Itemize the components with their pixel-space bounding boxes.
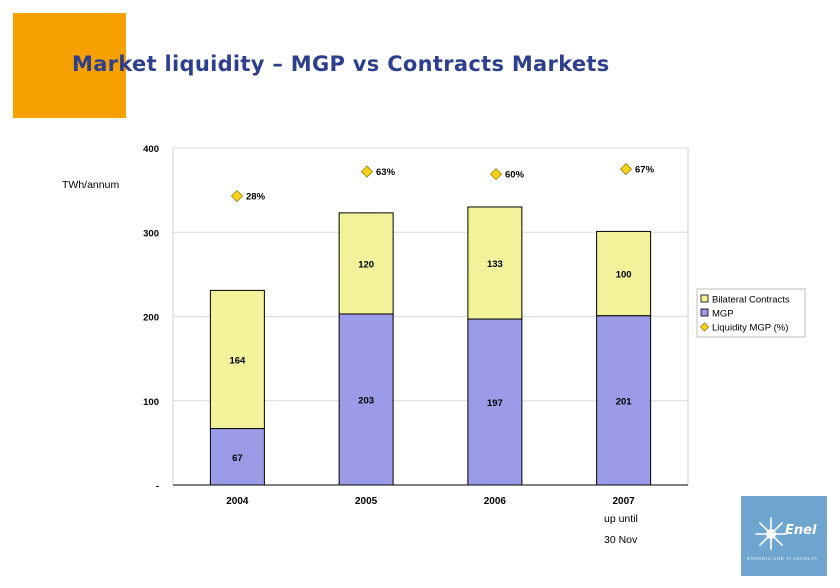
bar-bilateral-2004 xyxy=(209,289,265,430)
bar-bilateral-2007 xyxy=(596,230,652,317)
enel-logo: Enel ENERGIA CHE TI ASCOLTA xyxy=(741,496,827,576)
data-label-mgp: 67 xyxy=(232,453,243,464)
legend-swatch-liquidity xyxy=(699,322,710,332)
x-tick-label: 2006 xyxy=(484,496,507,507)
bar-mgp-2005 xyxy=(338,313,394,486)
data-label-bilateral: 100 xyxy=(616,270,632,281)
orange-accent-block xyxy=(13,13,126,118)
data-label-bilateral: 133 xyxy=(487,259,503,270)
y-tick-label: 100 xyxy=(143,397,159,408)
logo-brand-text: Enel xyxy=(785,523,817,538)
sunburst-icon xyxy=(755,517,787,550)
liquidity-label: 28% xyxy=(246,192,266,203)
data-label-bilateral: 120 xyxy=(358,259,374,270)
liquidity-marker xyxy=(619,162,633,176)
logo-tagline: ENERGIA CHE TI ASCOLTA xyxy=(747,556,818,561)
x-tick-label: 2007 xyxy=(613,496,636,507)
note-30-nov: 30 Nov xyxy=(604,534,638,546)
bar-mgp-2004 xyxy=(209,428,265,486)
liquidity-label: 60% xyxy=(505,170,525,181)
slide-title: Market liquidity – MGP vs Contracts Mark… xyxy=(72,52,610,76)
bar-mgp-2006 xyxy=(467,318,523,486)
legend-swatch-mgp xyxy=(700,308,709,317)
y-tick-label: 200 xyxy=(143,313,159,324)
x-tick-label: 2004 xyxy=(226,496,249,507)
liquidity-label: 63% xyxy=(376,167,396,178)
data-label-mgp: 197 xyxy=(487,398,503,409)
liquidity-marker xyxy=(230,189,244,203)
y-tick-label: 300 xyxy=(143,228,159,239)
legend-swatch-bilateral xyxy=(700,294,709,303)
x-tick-label: 2005 xyxy=(355,496,378,507)
y-tick-label: 400 xyxy=(143,144,159,155)
data-label-bilateral: 164 xyxy=(229,355,246,366)
y-tick-label: - xyxy=(156,481,159,492)
legend-label: Bilateral Contracts xyxy=(712,295,790,306)
bar-bilateral-2006 xyxy=(467,206,523,320)
data-label-mgp: 201 xyxy=(616,396,633,407)
data-label-mgp: 203 xyxy=(358,395,374,406)
liquidity-marker xyxy=(489,168,503,181)
y-axis-unit-label: TWh/annum xyxy=(62,179,120,191)
legend-box xyxy=(696,288,806,338)
note-up-until: up until xyxy=(604,513,638,525)
liquidity-label: 67% xyxy=(635,165,655,176)
liquidity-marker xyxy=(360,165,374,178)
bar-bilateral-2005 xyxy=(338,212,394,315)
legend-label: MGP xyxy=(712,309,734,320)
legend-label: Liquidity MGP (%) xyxy=(712,323,788,334)
